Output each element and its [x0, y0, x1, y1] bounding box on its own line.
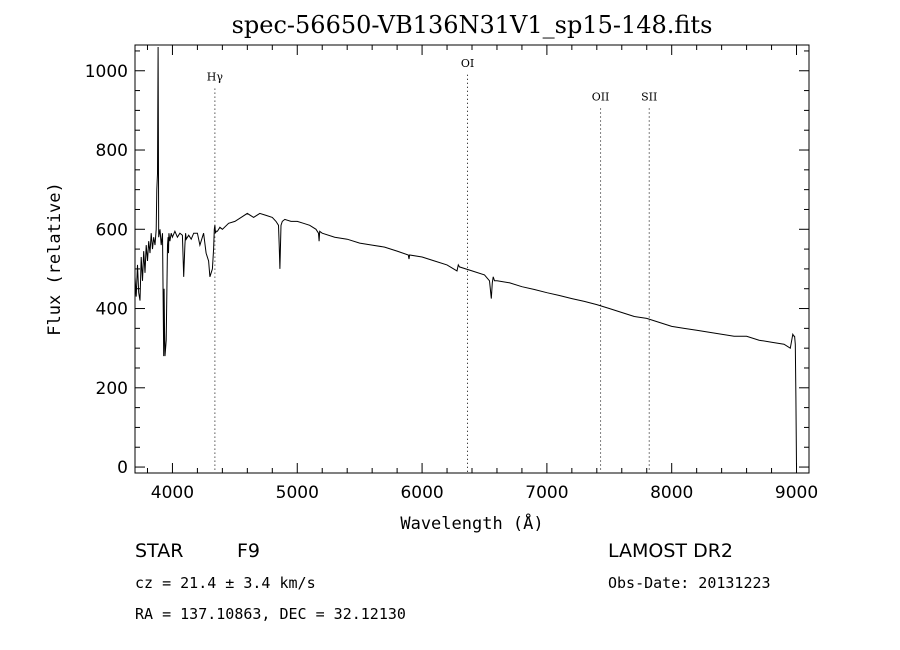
y-tick-label: 0: [117, 458, 128, 478]
spectral-line-label: Hγ: [207, 71, 224, 84]
object-subclass: F9: [237, 540, 260, 562]
spectral-line-label: OII: [592, 90, 610, 103]
x-tick-label: 8000: [650, 483, 693, 503]
x-tick-label: 5000: [276, 483, 319, 503]
redshift-cz: cz = 21.4 ± 3.4 km/s: [135, 574, 316, 592]
x-tick-label: 4000: [151, 483, 194, 503]
x-axis-label: Wavelength (Å): [400, 512, 543, 534]
y-tick-label: 600: [96, 220, 128, 240]
survey-name: LAMOST DR2: [608, 540, 733, 562]
y-tick-labels: 0 200 400 600 800 1000: [85, 62, 128, 478]
observation-date: Obs-Date: 20131223: [608, 574, 771, 592]
object-type: STAR: [135, 540, 183, 562]
spectral-line-label: SII: [641, 90, 657, 103]
spectrum-series-line: [134, 46, 797, 468]
spectral-line-label: OI: [461, 57, 474, 70]
y-tick-label: 800: [96, 141, 128, 161]
plot-frame: [134, 44, 810, 474]
chart-title: spec-56650-VB136N31V1_sp15-148.fits: [232, 11, 713, 39]
x-tick-label: 7000: [525, 483, 568, 503]
x-tick-label: 6000: [400, 483, 443, 503]
x-tick-labels: 4000 5000 6000 7000 8000 9000: [151, 483, 818, 503]
plot-area: Hγ OI OII SII: [134, 44, 810, 474]
y-tick-label: 1000: [85, 62, 128, 82]
spectral-line-markers: Hγ OI OII SII: [207, 57, 657, 473]
y-tick-label: 200: [96, 379, 128, 399]
y-axis-label: Flux (relative): [45, 182, 65, 336]
footer-info: STAR F9 LAMOST DR2 cz = 21.4 ± 3.4 km/s …: [135, 540, 771, 623]
y-tick-label: 400: [96, 300, 128, 320]
x-tick-label: 9000: [775, 483, 818, 503]
axis-ticks: [135, 45, 809, 473]
sky-coordinates: RA = 137.10863, DEC = 32.12130: [135, 605, 406, 623]
